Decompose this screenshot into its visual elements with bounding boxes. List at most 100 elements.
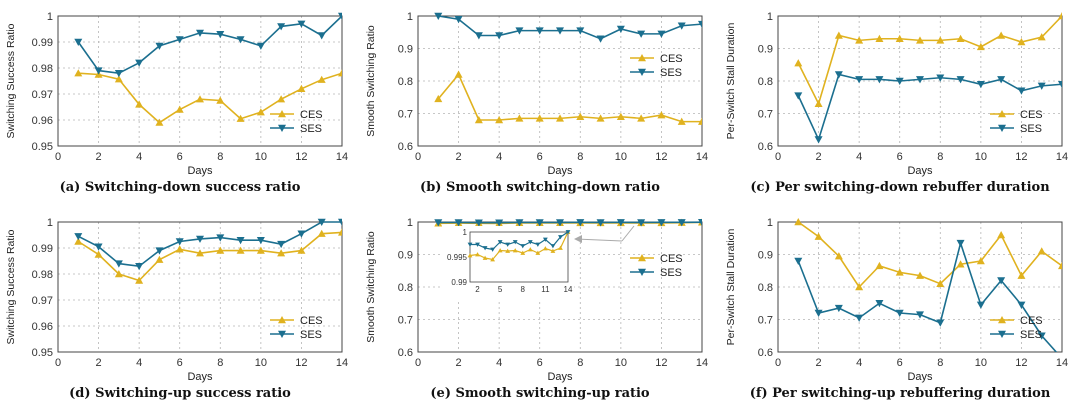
y-tick-label: 0.6 [398,141,413,153]
data-point-ces [338,69,342,77]
x-tick-label: 2 [816,151,822,163]
x-tick-label: 0 [55,151,61,163]
data-point-ces [556,114,564,122]
data-point-ses [135,263,144,271]
x-tick-label: 10 [255,357,267,369]
data-point-ses [855,76,864,84]
data-point-ses [196,235,204,243]
inset-data-point-ses [542,237,548,242]
data-point-ces [855,283,864,291]
series-line-ses [797,73,1062,142]
data-point-ses [1017,301,1026,309]
x-axis-label: Days [907,165,933,177]
inset-data-point-ses [490,247,496,252]
x-tick-label: 12 [1015,357,1027,369]
x-tick-label: 14 [1056,357,1068,369]
inset-y-tick-label: 0.99 [451,278,467,287]
data-point-ses [155,42,164,50]
legend-marker-ces [638,54,646,62]
x-tick-label: 12 [1015,151,1027,163]
inset-x-tick-label: 14 [564,285,573,294]
legend-marker-ces [638,254,646,262]
y-tick-label: 0.7 [398,109,413,121]
data-point-ses [956,76,965,84]
legend-label-ces: CES [300,315,323,327]
data-point-ses [834,304,843,313]
data-point-ses [596,35,605,43]
data-point-ses [814,309,823,317]
data-point-ses [277,240,286,249]
y-axis-label: Switching Success Ratio [5,229,17,344]
x-tick-label: 10 [255,151,267,163]
inset-data-point-ces [520,250,526,255]
legend-marker-ses [278,124,286,132]
data-point-ses [535,219,544,227]
inset-data-point-ces [527,247,533,252]
inset-data-point-ces [482,255,488,260]
data-point-ses [297,20,306,28]
data-point-ces [936,36,945,44]
data-point-ses [698,20,702,29]
data-point-ces [474,116,483,124]
data-point-ses [114,70,123,78]
x-tick-label: 14 [1056,151,1068,163]
x-tick-label: 4 [136,151,142,163]
data-point-ses [236,36,245,44]
data-point-ces [297,246,306,254]
data-point-ses [256,237,265,245]
y-tick-label: 0.6 [398,347,413,359]
data-point-ces [114,75,123,83]
x-tick-label: 12 [295,151,307,163]
inset-pointer-tail [621,225,635,242]
data-point-ces [1037,247,1046,255]
inset-data-point-ces [512,248,518,253]
inset-x-tick-label: 11 [541,285,550,294]
panel-c: 0.6 0.7 0.8 0.9 1 0 2 4 6 8 10 12 14 Days Per-Switch S… [720,0,1080,206]
x-tick-label: 6 [897,357,903,369]
series-group [794,218,1062,352]
data-point-ses [175,36,184,44]
data-point-ces [277,95,286,103]
y-tick-label: 1 [767,11,773,23]
y-tick-label: 0.6 [758,141,773,153]
data-point-ses [875,76,884,84]
inset-data-point-ses [565,230,571,235]
data-point-ses [474,219,483,227]
data-point-ses [216,234,225,242]
data-point-ses [1037,82,1046,90]
x-axis-label: Days [907,371,933,383]
series-group [434,12,702,125]
data-point-ses [677,22,686,30]
data-point-ses [317,32,326,40]
data-point-ses [236,237,245,245]
data-point-ces [895,268,904,276]
x-tick-label: 4 [856,357,862,369]
y-tick-label: 0.6 [758,347,773,359]
inset-data-point-ses [475,242,480,247]
series-line-ces [797,15,1062,106]
data-point-ces [216,246,225,254]
x-tick-label: 0 [415,357,421,369]
data-point-ces [434,94,443,103]
x-tick-label: 10 [975,151,987,163]
panel-a: 0.95 0.96 0.97 0.98 0.99 1 0 2 4 6 8 10 12 14 Days Swit… [0,0,360,206]
data-point-ces [596,114,605,122]
data-point-ces [698,117,702,125]
data-point-ses [1058,81,1062,89]
data-point-ces [277,249,286,257]
y-tick-label: 0.98 [32,63,53,75]
legend-label-ces: CES [660,53,683,65]
panel-f: 0.6 0.7 0.8 0.9 1 0 2 4 6 8 10 12 14 Days Per-Switch S… [720,206,1080,412]
x-axis-label: Days [547,165,573,177]
x-tick-label: 12 [295,357,307,369]
data-point-ses [814,136,823,144]
x-tick-label: 10 [615,151,627,163]
series-line-ses [438,15,702,40]
data-point-ces [196,249,204,257]
series-group [434,218,702,227]
y-tick-label: 0.96 [32,115,53,127]
inset-x-tick-label: 8 [521,285,526,294]
